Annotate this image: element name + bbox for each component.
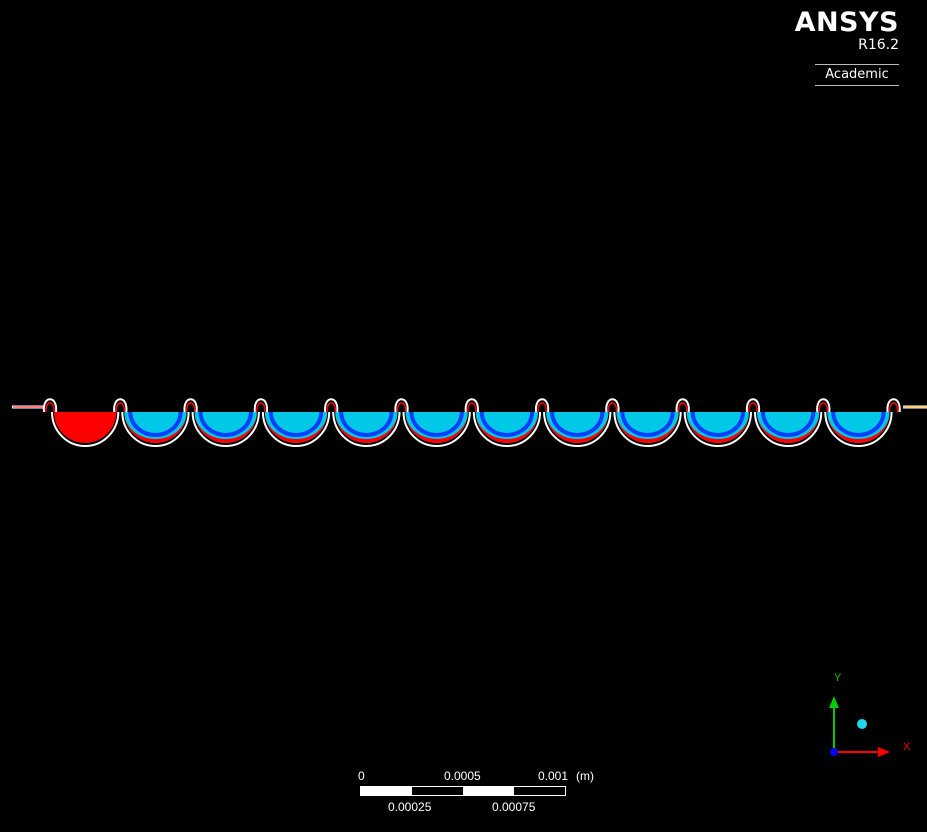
cavity-contour-mid bbox=[272, 412, 320, 433]
cavity-wall bbox=[402, 411, 471, 447]
rib-wall bbox=[675, 398, 690, 413]
rib-wall bbox=[605, 398, 620, 413]
axis-triad bbox=[829, 696, 890, 757]
rib-wall bbox=[253, 398, 268, 413]
cavity-contour-mid bbox=[343, 412, 390, 433]
rib-wall bbox=[183, 398, 198, 413]
cavity-contour-mid bbox=[624, 412, 671, 433]
z-axis-origin bbox=[830, 748, 838, 756]
x-axis-arrowhead bbox=[878, 747, 890, 757]
rib-wall bbox=[113, 398, 128, 413]
cavity-wall bbox=[472, 411, 542, 447]
cavity-wall bbox=[261, 411, 331, 447]
cavity-wall bbox=[121, 411, 190, 447]
scale-bar: 0 0.0005 0.001 (m) 0.00025 0.00075 bbox=[358, 769, 618, 819]
cavity-wall bbox=[683, 411, 752, 447]
cavity-wall bbox=[51, 411, 120, 447]
cavity-wall bbox=[613, 411, 682, 447]
rib-fluid bbox=[888, 402, 899, 413]
scale-label-0: 0 bbox=[358, 769, 365, 783]
rib-wall bbox=[886, 398, 901, 413]
rib-fluid bbox=[467, 402, 477, 413]
cavity-contour-mid bbox=[483, 412, 531, 433]
ansys-logo: ANSYS R16.2 bbox=[794, 7, 899, 54]
rib-fluid bbox=[607, 402, 618, 413]
cavity-wall bbox=[754, 411, 823, 447]
rib-fluid bbox=[115, 402, 126, 413]
view-sphere-icon[interactable] bbox=[857, 719, 867, 729]
rib-wall bbox=[464, 398, 479, 413]
cavity-contour-mid bbox=[202, 412, 249, 433]
rib-wall bbox=[535, 398, 550, 413]
cavity-contour-mid bbox=[835, 412, 882, 433]
rib-wall bbox=[816, 398, 831, 413]
channel-geometry bbox=[12, 398, 927, 447]
product-name: ANSYS bbox=[794, 7, 899, 38]
cavity-contour-mid bbox=[765, 412, 812, 433]
rib-fluid bbox=[677, 402, 688, 413]
rib-fluid bbox=[256, 402, 266, 413]
rib-fluid bbox=[396, 402, 407, 413]
y-axis-arrowhead bbox=[829, 696, 839, 708]
scale-label-000025: 0.00025 bbox=[388, 800, 432, 814]
rib-fluid bbox=[45, 402, 55, 413]
rib-wall bbox=[745, 398, 761, 413]
rib-wall bbox=[394, 398, 409, 413]
cavity-wall bbox=[191, 411, 260, 447]
rib-fluid bbox=[185, 402, 196, 413]
cavity-contour-mid bbox=[554, 412, 601, 434]
cavity-contour-mid bbox=[132, 412, 179, 433]
cavity-contour-mid bbox=[694, 412, 741, 433]
license-badge: Academic bbox=[815, 64, 899, 86]
rib-wall bbox=[324, 398, 339, 413]
rib-fluid bbox=[748, 402, 758, 413]
cavity-contour-mid bbox=[413, 412, 460, 433]
rib-fluid bbox=[818, 402, 829, 413]
scale-unit: (m) bbox=[576, 769, 594, 783]
rib-wall bbox=[42, 398, 58, 413]
rib-fluid bbox=[326, 402, 336, 413]
rib-fluid bbox=[537, 402, 547, 413]
product-version: R16.2 bbox=[858, 37, 899, 53]
scale-bar-graphic bbox=[360, 786, 566, 796]
cavity-contour bbox=[54, 412, 117, 443]
cavity-wall bbox=[824, 411, 893, 447]
scale-label-0005: 0.0005 bbox=[444, 769, 481, 783]
scale-label-000075: 0.00075 bbox=[492, 800, 536, 814]
cavity-wall bbox=[332, 411, 401, 447]
cavity-wall bbox=[543, 411, 612, 447]
y-axis-label: Y bbox=[834, 672, 842, 684]
scale-label-0001: 0.001 bbox=[538, 769, 569, 783]
x-axis-label: X bbox=[903, 741, 911, 753]
